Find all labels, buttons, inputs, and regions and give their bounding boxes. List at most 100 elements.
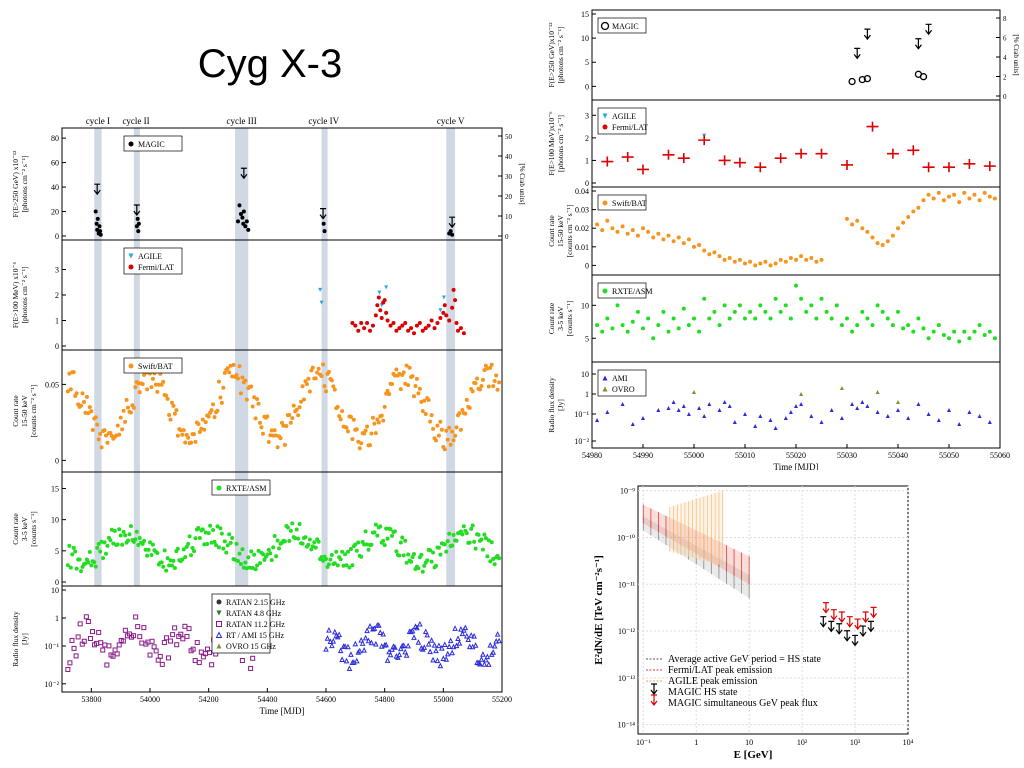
data-point [405,642,411,649]
data-point [339,656,345,663]
data-point [896,309,900,314]
data-point [215,524,220,529]
y-tick-label: 40 [51,183,59,192]
data-point [962,329,967,334]
data-point [788,316,793,321]
y-tick-label: 10⁻¹ [44,642,59,651]
y-tick-label: 20 [51,208,59,217]
y2-axis-label: [% Crab units] [1012,34,1020,75]
cycle-label-3: cycle III [227,116,257,126]
data-point [794,283,798,288]
data-point [161,640,167,646]
data-point [947,408,951,412]
data-point [839,323,844,328]
data-point [208,523,213,528]
data-point [143,547,148,552]
data-point [353,542,358,547]
data-point [181,428,186,433]
data-point [620,224,625,229]
data-point [200,417,205,422]
data-point [150,376,155,381]
data-point [137,634,143,640]
data-point [875,303,880,308]
data-point [180,432,185,437]
data-point [467,405,472,410]
y-tick-label: 10⁻² [574,437,589,446]
data-point [236,558,240,563]
data-point [414,376,419,381]
data-point [417,386,422,391]
data-point [306,376,311,381]
y-axis-label: [counts cm⁻² s⁻¹] [29,385,38,438]
data-point [234,372,239,377]
data-point [595,323,600,328]
data-point [77,621,83,627]
legend: AGILE Fermi/LAT [597,107,648,135]
y2-tick-label: 20 [505,193,513,201]
data-point [819,257,824,262]
data-point [260,552,265,557]
data-point [77,557,82,562]
data-point [306,542,311,547]
data-point [243,560,248,565]
data-point [987,194,992,199]
data-point [437,662,444,669]
series-agile [318,285,446,313]
data-point [344,563,349,568]
data-point [453,298,458,303]
left-panel-4: 0 5 10 15 Count rate 3-5 keV [counts s⁻¹] RXTE/… [11,471,503,587]
data-point [454,321,459,326]
data-point [346,429,350,434]
y2-tick-label: 40 [505,153,513,161]
data-point [193,439,198,444]
data-point [104,433,108,438]
upper-limit-arrow [863,28,871,41]
legend-marker [602,124,608,130]
data-point [67,543,72,548]
data-point [479,537,484,542]
data-point [799,392,804,396]
data-point [353,323,358,328]
data-point [253,567,258,572]
data-point [712,250,717,255]
data-point [697,329,702,334]
data-point [133,614,139,620]
data-point [398,387,403,392]
y-tick-label: 3 [585,111,589,120]
legend-marker [128,264,134,270]
data-point [406,328,411,333]
left-panel-3: 0 0.05 Count rate 15-50 keV [counts cm⁻² s⁻¹… [11,349,503,473]
data-point [183,440,188,445]
legend-label: RXTE/ASM [226,484,266,493]
data-point [460,532,465,537]
data-point [403,538,408,543]
data-point [493,638,499,644]
data-point [249,384,254,389]
data-point [359,321,364,326]
series-rxte-asm [65,521,502,574]
data-point [473,546,478,551]
data-point [96,437,101,442]
legend-label: RATAN 11.2 GHz [226,620,285,629]
data-point [290,416,295,421]
data-point [118,533,123,538]
data-point [247,565,252,570]
data-point [115,423,120,428]
data-point [936,418,941,422]
data-point [376,420,381,425]
data-point [686,412,691,416]
data-point [205,542,210,547]
series-rxte-asm [595,283,997,344]
x-tick-label: 54400 [257,695,277,704]
data-point [880,242,885,247]
y-tick-label: 0 [55,456,59,465]
data-point [401,553,406,558]
data-point [421,644,428,650]
data-point [479,384,484,389]
data-point [890,323,895,328]
data-point [453,642,460,649]
data-point [178,631,184,637]
data-point [748,309,753,314]
data-point [365,321,370,326]
data-point [444,549,449,554]
